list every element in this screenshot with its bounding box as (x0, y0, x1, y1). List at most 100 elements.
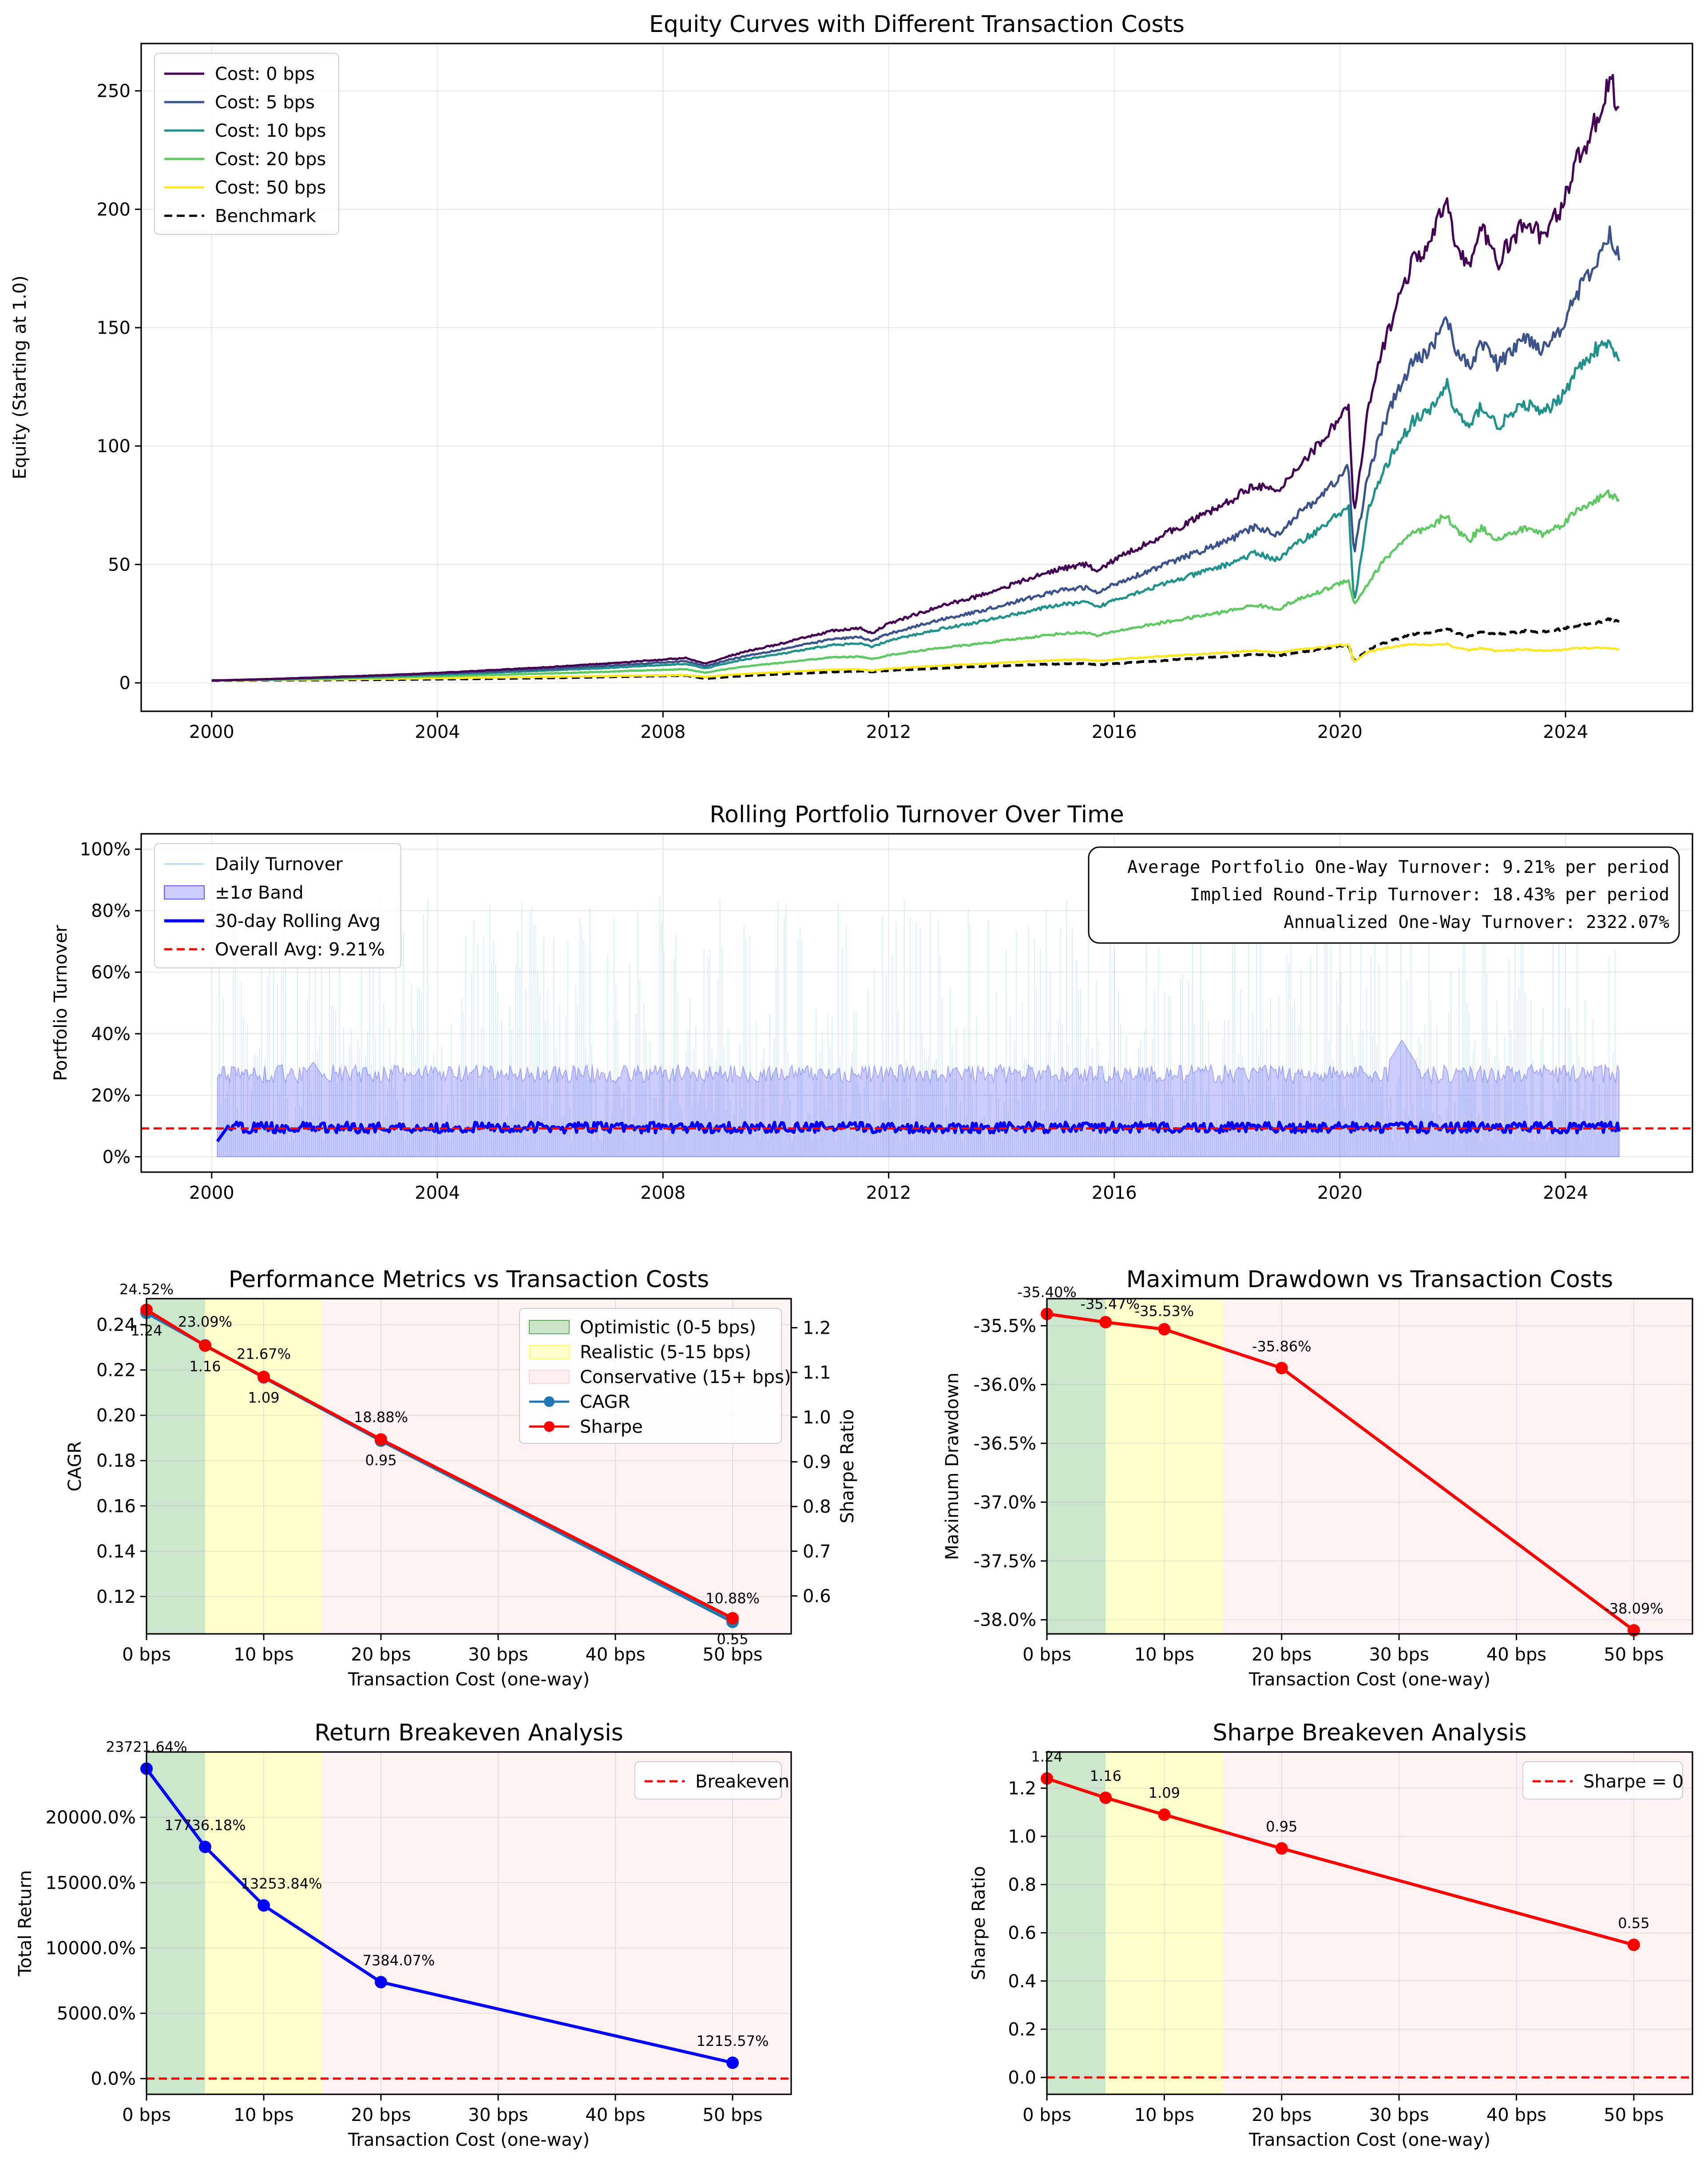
legend-label: Cost: 0 bps (215, 64, 315, 84)
legend-box (1522, 1761, 1683, 1799)
x-tick-label: 10 bps (1134, 2105, 1194, 2125)
x-tick-label: 50 bps (702, 1645, 762, 1665)
y-tick-label: 20% (91, 1086, 131, 1106)
return_breakeven-chart: 23721.64%17736.18%13253.84%7384.07%1215.… (15, 1720, 792, 2150)
legend-label: Benchmark (215, 206, 317, 226)
data-point (1099, 1791, 1112, 1804)
stats-line: Annualized One-Way Turnover: 2322.07% (1284, 912, 1669, 932)
legend-label: Cost: 5 bps (215, 92, 315, 113)
y-tick-label-right: 0.8 (803, 1497, 831, 1517)
data-label: -35.40% (1017, 1284, 1077, 1300)
y-tick-label: 0.0% (91, 2069, 136, 2089)
y-axis-label: CAGR (65, 1441, 85, 1491)
x-tick-label: 0 bps (1022, 1645, 1071, 1665)
axes-frame (140, 43, 1693, 712)
legend-label: Cost: 10 bps (215, 121, 326, 141)
data-point (726, 2056, 739, 2069)
y-tick-label: 15000.0% (46, 1873, 136, 1893)
y-tick-label: 0% (103, 1147, 131, 1167)
cagr-label: 18.88% (354, 1409, 408, 1426)
y-tick-label: -36.5% (973, 1434, 1036, 1454)
y-tick-label: 20000.0% (46, 1807, 136, 1828)
series-line-benchmark (211, 616, 1620, 682)
y-tick-label-right: 1.0 (803, 1407, 831, 1428)
y-tick-label: -37.5% (973, 1551, 1036, 1572)
x-tick-label: 0 bps (1022, 2105, 1071, 2125)
legend-marker (544, 1396, 555, 1407)
sharpe-point (258, 1371, 270, 1383)
x-tick-label: 20 bps (1252, 2105, 1312, 2125)
y-tick-label: 100% (80, 840, 131, 860)
legend-box (154, 53, 339, 235)
x-tick-label: 2000 (189, 722, 234, 742)
x-tick-label: 40 bps (1486, 2105, 1546, 2125)
y-tick-label: -38.0% (973, 1610, 1036, 1630)
x-tick-label: 20 bps (351, 1645, 411, 1665)
y-tick-label: 0.4 (1008, 1971, 1036, 1992)
data-label: 1.09 (1149, 1784, 1180, 1801)
series-line-cost-5-bps (211, 225, 1621, 682)
legend-marker (544, 1421, 555, 1432)
x-tick-label: 2004 (415, 1183, 460, 1203)
stats-line: Implied Round-Trip Turnover: 18.43% per … (1190, 885, 1669, 905)
axes-frame (146, 1298, 792, 1635)
y-axis-label: Portfolio Turnover (51, 925, 71, 1081)
equity-chart: Equity Curves with Different Transaction… (10, 11, 1693, 742)
chart-title: Sharpe Breakeven Analysis (1213, 1720, 1526, 1746)
legend-swatch (529, 1320, 570, 1334)
sharpe-point (726, 1612, 739, 1625)
legend-label: Realistic (5-15 bps) (580, 1342, 751, 1363)
y-tick-label: 0.14 (96, 1542, 136, 1562)
data-point (375, 1976, 387, 1989)
chart-title: Maximum Drawdown vs Transaction Costs (1126, 1266, 1613, 1293)
data-point (1275, 1842, 1288, 1855)
legend-label: Breakeven (695, 1772, 789, 1792)
x-tick-label: 2004 (415, 722, 460, 742)
x-tick-label: 30 bps (468, 1645, 528, 1665)
x-tick-label: 10 bps (234, 2105, 293, 2125)
x-tick-label: 20 bps (1252, 1645, 1312, 1665)
y-tick-label: 0.6 (1008, 1923, 1036, 1943)
cagr-label: 24.52% (119, 1281, 174, 1298)
y-tick-label: 0.2 (1008, 2019, 1036, 2040)
y-tick-label: 5000.0% (57, 2004, 136, 2024)
cagr-label: 21.67% (237, 1346, 291, 1363)
y-tick-label: 40% (91, 1024, 131, 1044)
y-axis-label: Total Return (15, 1870, 36, 1977)
shaded-zone (1223, 1752, 1692, 2094)
y-tick-label-right: 0.9 (803, 1452, 831, 1472)
x-tick-label: 2020 (1317, 722, 1363, 742)
axes-frame (146, 1751, 792, 2095)
y-tick-label-right: 0.6 (803, 1586, 831, 1606)
x-tick-label: 2024 (1543, 722, 1588, 742)
sharpe-point (199, 1339, 211, 1352)
sharpe-label: 1.16 (189, 1358, 221, 1375)
shaded-zone (205, 1752, 322, 2094)
shaded-zone (1047, 1299, 1106, 1634)
rolling-average-line (216, 1120, 1621, 1142)
cagr-label: 23.09% (178, 1313, 232, 1330)
data-point (1158, 1323, 1171, 1336)
legend-swatch (529, 1370, 570, 1384)
y-tick-label: 0.22 (96, 1360, 136, 1381)
chart-title: Return Breakeven Analysis (314, 1720, 623, 1746)
x-tick-label: 50 bps (1604, 1645, 1664, 1665)
y-axis-label: Maximum Drawdown (942, 1372, 963, 1560)
shaded-zone (1106, 1299, 1223, 1634)
stats-line: Average Portfolio One-Way Turnover: 9.21… (1127, 857, 1669, 877)
data-point (1099, 1316, 1112, 1328)
shaded-zone (147, 1752, 205, 2094)
x-tick-label: 0 bps (122, 1645, 171, 1665)
y-tick-label: 0.12 (96, 1587, 136, 1607)
axes-frame (1046, 1298, 1693, 1635)
sharpe-point (375, 1433, 387, 1446)
legend-label: Sharpe (580, 1417, 643, 1437)
x-tick-label: 2012 (866, 1183, 911, 1203)
x-tick-label: 2024 (1543, 1183, 1588, 1203)
legend-box (634, 1761, 782, 1799)
x-tick-label: 2016 (1092, 1183, 1137, 1203)
chart-title: Rolling Portfolio Turnover Over Time (709, 801, 1124, 828)
